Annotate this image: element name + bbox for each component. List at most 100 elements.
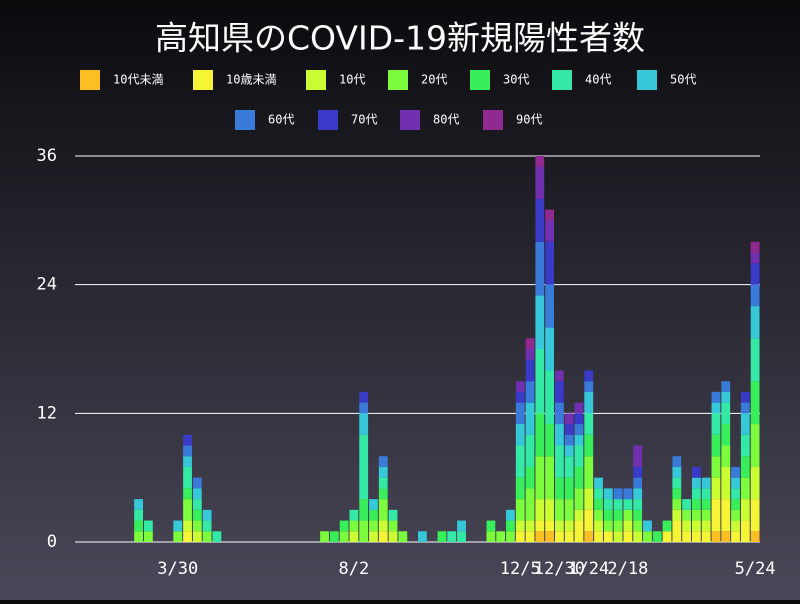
- bar-segment: [173, 520, 183, 532]
- bar-segment: [574, 466, 584, 489]
- bar-segment: [721, 391, 731, 403]
- bar-segment: [633, 499, 643, 510]
- x-tick-label: 5/24: [735, 559, 776, 579]
- bar-segment: [701, 531, 711, 542]
- bar-segment: [378, 499, 388, 521]
- y-tick-label: 36: [37, 146, 57, 166]
- bar-segment: [594, 531, 603, 542]
- bar-segment: [212, 531, 222, 542]
- bar-segment: [750, 284, 760, 307]
- bar-segment: [633, 509, 643, 521]
- bar-segment: [750, 381, 760, 425]
- bar-segment: [584, 370, 594, 382]
- bar-segment: [721, 402, 731, 425]
- bar-segment: [740, 402, 750, 414]
- bar-segment: [554, 424, 564, 446]
- bar-segment: [662, 531, 672, 542]
- bar-segment: [721, 424, 731, 446]
- bar-segment: [515, 402, 525, 425]
- bar-segment: [574, 434, 584, 446]
- bar-segment: [545, 456, 555, 500]
- bar-segment: [447, 531, 457, 542]
- bar-segment: [731, 488, 740, 500]
- legend-swatch: [483, 110, 503, 130]
- legend-label: 20代: [421, 73, 447, 87]
- bar-segment: [515, 391, 525, 403]
- bar-segment: [506, 531, 515, 542]
- bar-segment: [711, 413, 721, 435]
- bar-segment: [564, 445, 574, 457]
- bar-segment: [359, 413, 369, 435]
- bar-segment: [574, 424, 584, 435]
- bar-segment: [711, 391, 721, 403]
- legend-swatch: [235, 110, 255, 130]
- bar-segment: [613, 509, 623, 521]
- bar-segment: [672, 520, 682, 542]
- bar-segment: [506, 520, 515, 532]
- bar-segment: [545, 284, 555, 328]
- bar-segment: [750, 263, 760, 285]
- bar-segment: [359, 402, 369, 414]
- bar-segment: [525, 531, 535, 542]
- bar-segment: [721, 445, 731, 467]
- bar-segment: [633, 445, 643, 467]
- bar-segment: [183, 488, 192, 500]
- legend-swatch: [193, 70, 213, 90]
- legend-swatch: [637, 70, 657, 90]
- bar-segment: [574, 402, 584, 414]
- bar-segment: [603, 488, 613, 500]
- bar-segment: [691, 531, 701, 542]
- bar-segment: [564, 477, 574, 500]
- bar-segment: [584, 488, 594, 510]
- x-tick-label: 3/30: [157, 559, 198, 579]
- bar-segment: [682, 520, 692, 532]
- bar-segment: [574, 520, 584, 542]
- bar-segment: [183, 520, 192, 532]
- bar-segment: [515, 381, 525, 392]
- y-tick-label: 0: [47, 532, 57, 552]
- bar-segment: [515, 531, 525, 542]
- bar-segment: [711, 434, 721, 457]
- bar-segment: [554, 531, 564, 542]
- bar-segment: [192, 520, 202, 532]
- bar-segment: [545, 241, 555, 285]
- bar-segment: [515, 520, 525, 532]
- bar-segment: [613, 488, 623, 500]
- legend-label: 30代: [503, 73, 529, 87]
- x-tick-label: 1/24: [568, 559, 609, 579]
- bar-segment: [525, 402, 535, 435]
- bar-segment: [535, 156, 545, 167]
- bar-segment: [202, 531, 212, 542]
- bar-segment: [711, 531, 721, 542]
- legend-swatch: [470, 70, 490, 90]
- chart-title: 高知県のCOVID-19新規陽性者数: [155, 19, 645, 58]
- bar-segment: [535, 295, 545, 349]
- bar-segment: [359, 499, 369, 521]
- legend-swatch: [388, 70, 408, 90]
- legend-label: 80代: [433, 113, 459, 127]
- bar-segment: [378, 488, 388, 500]
- bar-segment: [515, 445, 525, 478]
- bar-segment: [721, 381, 731, 392]
- bar-segment: [564, 413, 574, 425]
- bar-segment: [515, 424, 525, 446]
- bar-segment: [359, 520, 369, 542]
- bar-segment: [554, 445, 564, 478]
- legend-swatch: [80, 70, 100, 90]
- bar-segment: [349, 520, 359, 532]
- bar-segment: [574, 413, 584, 425]
- bar-segment: [603, 520, 613, 532]
- legend-swatch: [400, 110, 420, 130]
- legend-swatch: [318, 110, 338, 130]
- bar-segment: [378, 456, 388, 467]
- bar-segment: [183, 434, 192, 446]
- bar-segment: [731, 477, 740, 489]
- bar-segment: [672, 509, 682, 521]
- bar-segment: [594, 520, 603, 532]
- bar-segment: [378, 477, 388, 489]
- bar-segment: [721, 499, 731, 532]
- bar-segment: [525, 338, 535, 349]
- bar-segment: [388, 520, 398, 532]
- legend-label: 10代未満: [113, 73, 163, 87]
- bar-segment: [584, 391, 594, 414]
